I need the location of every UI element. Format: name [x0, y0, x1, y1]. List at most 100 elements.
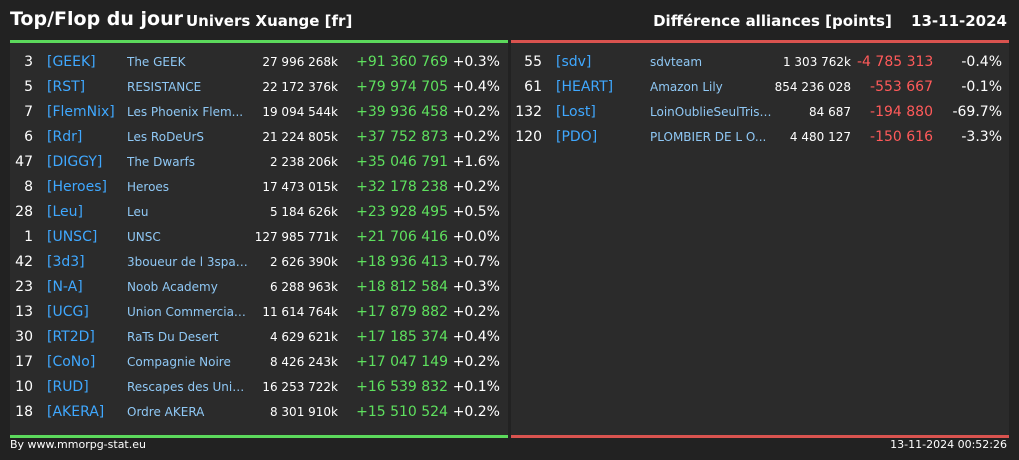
percent-change: +0.2%: [452, 304, 500, 320]
top-row: 8 [Heroes] Heroes 17 473 015k +32 178 238 +0.…: [10, 175, 508, 199]
alliance-rank: 17: [15, 354, 33, 370]
alliance-rank: 3: [24, 54, 33, 70]
alliance-tag[interactable]: [3d3]: [47, 254, 85, 270]
points-delta: +16 539 832: [356, 379, 448, 395]
alliance-points: 854 236 028: [774, 80, 851, 94]
alliance-points: 21 224 805k: [262, 130, 338, 144]
alliance-name[interactable]: UNSC: [127, 230, 161, 244]
alliance-tag[interactable]: [sdv]: [556, 54, 592, 70]
alliance-tag[interactable]: [Lost]: [556, 104, 596, 120]
alliance-name[interactable]: The Dwarfs: [127, 155, 195, 169]
top-row: 17 [CoNo] Compagnie Noire 8 426 243k +17 047…: [10, 350, 508, 374]
alliance-name[interactable]: Amazon Lily: [650, 80, 723, 94]
percent-change: +0.7%: [452, 254, 500, 270]
alliance-tag[interactable]: [Heroes]: [47, 179, 107, 195]
percent-change: +0.4%: [452, 79, 500, 95]
alliance-tag[interactable]: [UNSC]: [47, 229, 98, 245]
flop-row: 132 [Lost] LoinOublieSeulTrist... 84 687 -19…: [511, 100, 1009, 124]
alliance-tag[interactable]: [PDO]: [556, 129, 598, 145]
site-credit: By www.mmorpg-stat.eu: [10, 438, 146, 451]
alliance-name[interactable]: Les RoDeUrS: [127, 130, 205, 144]
alliance-name[interactable]: 3boueur de l 3space: [127, 255, 249, 269]
alliance-rank: 5: [24, 79, 33, 95]
alliance-rank: 61: [524, 79, 542, 95]
flop-row: 61 [HEART] Amazon Lily 854 236 028 -553 667 -…: [511, 75, 1009, 99]
points-delta: -194 880: [870, 104, 933, 120]
alliance-name[interactable]: Ordre AKERA: [127, 405, 205, 419]
alliance-name[interactable]: RaTs Du Desert: [127, 330, 219, 344]
alliance-rank: 55: [524, 54, 542, 70]
alliance-name[interactable]: Compagnie Noire: [127, 355, 231, 369]
alliance-tag[interactable]: [HEART]: [556, 79, 614, 95]
alliance-tag[interactable]: [N-A]: [47, 279, 83, 295]
alliance-points: 5 184 626k: [269, 205, 338, 219]
flop-row: 55 [sdv] sdvteam 1 303 762k -4 785 313 -0.4%: [511, 50, 1009, 74]
percent-change: +0.2%: [452, 404, 500, 420]
alliance-name[interactable]: Leu: [127, 205, 149, 219]
percent-change: -69.7%: [952, 104, 1002, 120]
top-row: 30 [RT2D] RaTs Du Desert 4 629 621k +17 185 …: [10, 325, 508, 349]
alliance-name[interactable]: PLOMBIER DE L O...: [650, 130, 767, 144]
alliance-rank: 28: [15, 204, 33, 220]
header-right: Différence alliances [points] 13-11-2024: [653, 12, 1007, 30]
top-alliances-panel: 3 [GEEK] The GEEK 27 996 268k +91 360 769 +0.…: [10, 40, 508, 438]
alliance-tag[interactable]: [CoNo]: [47, 354, 96, 370]
points-delta: +23 928 495: [356, 204, 448, 220]
points-delta: +39 936 458: [356, 104, 448, 120]
flop-alliances-panel: 55 [sdv] sdvteam 1 303 762k -4 785 313 -0.4% 6…: [511, 40, 1009, 438]
top-row: 18 [AKERA] Ordre AKERA 8 301 910k +15 510 52…: [10, 400, 508, 424]
alliance-points: 127 985 771k: [254, 230, 338, 244]
alliance-rank: 132: [515, 104, 542, 120]
points-delta: +35 046 791: [356, 154, 448, 170]
percent-change: +1.6%: [452, 154, 500, 170]
points-delta: +79 974 705: [356, 79, 448, 95]
alliance-points: 16 253 722k: [262, 380, 338, 394]
percent-change: -3.3%: [961, 129, 1002, 145]
alliance-tag[interactable]: [RT2D]: [47, 329, 95, 345]
top-row: 23 [N-A] Noob Academy 6 288 963k +18 812 584…: [10, 275, 508, 299]
alliance-name[interactable]: Rescapes des Univ...: [127, 380, 249, 394]
alliance-points: 4 629 621k: [269, 330, 338, 344]
percent-change: +0.3%: [452, 54, 500, 70]
alliance-points: 8 301 910k: [269, 405, 338, 419]
alliance-tag[interactable]: [FlemNix]: [47, 104, 115, 120]
top-row: 5 [RST] RESISTANCE 22 172 376k +79 974 705 +0…: [10, 75, 508, 99]
alliance-name[interactable]: Union Commerciale...: [127, 305, 249, 319]
points-delta: +15 510 524: [356, 404, 448, 420]
points-delta: +17 185 374: [356, 329, 448, 345]
alliance-name[interactable]: RESISTANCE: [127, 80, 202, 94]
percent-change: +0.1%: [452, 379, 500, 395]
header-date: 13-11-2024: [911, 12, 1007, 30]
percent-change: -0.1%: [961, 79, 1002, 95]
alliance-points: 19 094 544k: [262, 105, 338, 119]
alliance-name[interactable]: Noob Academy: [127, 280, 218, 294]
top-row: 6 [Rdr] Les RoDeUrS 21 224 805k +37 752 873 +…: [10, 125, 508, 149]
alliance-name[interactable]: sdvteam: [650, 55, 703, 69]
alliance-name[interactable]: Heroes: [127, 180, 170, 194]
alliance-tag[interactable]: [RUD]: [47, 379, 89, 395]
alliance-name[interactable]: The GEEK: [127, 55, 186, 69]
points-delta: +91 360 769: [356, 54, 448, 70]
alliance-tag[interactable]: [UCG]: [47, 304, 89, 320]
alliance-tag[interactable]: [GEEK]: [47, 54, 96, 70]
alliance-tag[interactable]: [AKERA]: [47, 404, 105, 420]
alliance-rank: 13: [15, 304, 33, 320]
alliance-rank: 8: [24, 179, 33, 195]
alliance-tag[interactable]: [DIGGY]: [47, 154, 103, 170]
alliance-rank: 10: [15, 379, 33, 395]
alliance-name[interactable]: LoinOublieSeulTrist...: [650, 105, 772, 119]
alliance-points: 11 614 764k: [262, 305, 338, 319]
points-delta: +37 752 873: [356, 129, 448, 145]
footer-timestamp: 13-11-2024 00:52:26: [890, 438, 1007, 451]
alliance-tag[interactable]: [Rdr]: [47, 129, 83, 145]
alliance-name[interactable]: Les Phoenix Flem...: [127, 105, 244, 119]
alliance-rank: 30: [15, 329, 33, 345]
percent-change: +0.2%: [452, 104, 500, 120]
percent-change: +0.2%: [452, 354, 500, 370]
top-row: 42 [3d3] 3boueur de l 3space 2 626 390k +18 …: [10, 250, 508, 274]
points-delta: +18 812 584: [356, 279, 448, 295]
alliance-tag[interactable]: [RST]: [47, 79, 86, 95]
alliance-tag[interactable]: [Leu]: [47, 204, 83, 220]
alliance-rank: 42: [15, 254, 33, 270]
alliance-points: 8 426 243k: [269, 355, 338, 369]
